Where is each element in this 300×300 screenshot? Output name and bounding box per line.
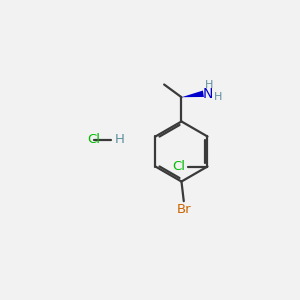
Polygon shape	[182, 91, 204, 97]
Text: H: H	[205, 80, 214, 90]
Text: N: N	[202, 87, 213, 101]
Text: Cl: Cl	[87, 134, 100, 146]
Text: H: H	[214, 92, 222, 101]
Text: Cl: Cl	[172, 160, 185, 173]
Text: H: H	[115, 134, 124, 146]
Text: Br: Br	[176, 203, 191, 216]
